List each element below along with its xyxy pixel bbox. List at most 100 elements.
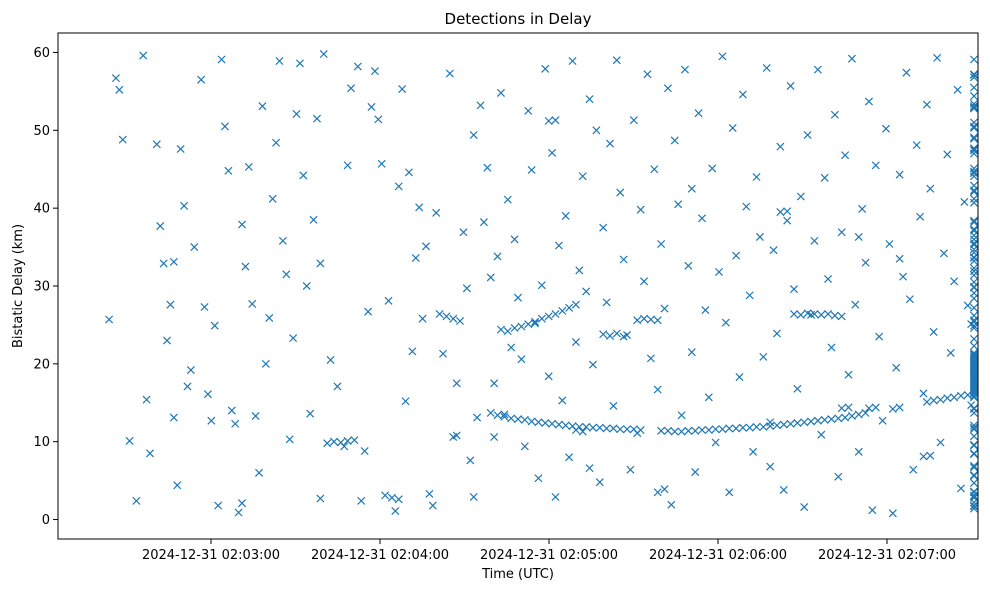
point-noise-243 bbox=[969, 92, 979, 101]
point-noise-164 bbox=[738, 90, 747, 99]
point-noise-22 bbox=[210, 321, 219, 330]
point-noise-119 bbox=[585, 95, 594, 104]
point-track-9 bbox=[548, 419, 557, 428]
point-noise-118 bbox=[582, 287, 591, 296]
point-noise-315 bbox=[186, 366, 195, 375]
y-axis: 0 10 20 30 40 50 60 bbox=[33, 46, 58, 528]
point-noise-77 bbox=[425, 489, 434, 498]
point-noise-74 bbox=[415, 203, 424, 212]
point-noise-25 bbox=[220, 122, 229, 131]
point-noise-127 bbox=[612, 56, 621, 65]
point-noise-285 bbox=[969, 70, 979, 79]
point-noise-260 bbox=[969, 73, 979, 82]
point-noise-89 bbox=[479, 218, 488, 227]
y-tick-label-4: 40 bbox=[33, 202, 50, 217]
point-track-47 bbox=[820, 415, 829, 424]
point-noise-70 bbox=[398, 85, 407, 94]
point-noise-67 bbox=[384, 296, 393, 305]
point-noise-196 bbox=[847, 54, 856, 63]
point-noise-179 bbox=[789, 285, 799, 294]
point-noise-334 bbox=[969, 488, 979, 497]
point-track-52 bbox=[854, 410, 863, 419]
point-noise-7 bbox=[142, 395, 151, 404]
point-noise-317 bbox=[207, 416, 216, 425]
point-noise-271 bbox=[969, 83, 979, 92]
point-clutter-20 bbox=[571, 300, 580, 309]
point-noise-142 bbox=[663, 84, 672, 93]
point-noise-178 bbox=[786, 81, 795, 90]
point-clutter-19 bbox=[565, 303, 574, 312]
point-noise-234 bbox=[969, 334, 979, 343]
point-noise-35 bbox=[255, 468, 264, 477]
point-noise-140 bbox=[657, 239, 666, 248]
point-track-24 bbox=[663, 426, 672, 435]
point-track-1 bbox=[493, 411, 502, 420]
x-tick-label-1: 2024-12-31 02:04:00 bbox=[311, 548, 449, 563]
point-noise-298 bbox=[969, 404, 979, 413]
point-noise-42 bbox=[278, 236, 287, 245]
point-noise-117 bbox=[578, 172, 587, 181]
point-noise-103 bbox=[531, 319, 540, 328]
point-noise-64 bbox=[370, 67, 379, 76]
point-noise-137 bbox=[646, 354, 655, 363]
point-noise-58 bbox=[343, 161, 352, 170]
point-clutter-21 bbox=[599, 330, 608, 339]
point-noise-5 bbox=[132, 496, 141, 505]
point-noise-295 bbox=[969, 123, 979, 132]
point-noise-214 bbox=[909, 465, 918, 474]
point-noise-241 bbox=[969, 134, 979, 143]
point-clutter-5 bbox=[435, 310, 444, 319]
point-track-48 bbox=[827, 415, 836, 424]
point-track-4 bbox=[513, 415, 523, 424]
point-noise-229 bbox=[960, 197, 969, 206]
point-track-14 bbox=[582, 422, 591, 431]
y-tick-label-6: 60 bbox=[33, 46, 50, 61]
point-noise-212 bbox=[902, 68, 911, 77]
point-noise-111 bbox=[558, 396, 567, 405]
y-tick-label-5: 50 bbox=[33, 124, 50, 139]
point-clutter-56 bbox=[660, 485, 669, 494]
point-noise-136 bbox=[643, 70, 652, 79]
point-clutter-52 bbox=[926, 451, 935, 460]
point-noise-139 bbox=[653, 385, 662, 394]
point-noise-183 bbox=[803, 130, 812, 140]
point-noise-291 bbox=[969, 350, 979, 359]
point-noise-159 bbox=[721, 318, 730, 327]
point-clutter-37 bbox=[776, 208, 785, 217]
point-noise-85 bbox=[466, 456, 475, 465]
point-noise-215 bbox=[912, 141, 921, 150]
point-track-25 bbox=[670, 427, 679, 436]
point-clutter-6 bbox=[442, 312, 451, 321]
point-noise-162 bbox=[732, 251, 741, 260]
point-noise-144 bbox=[670, 136, 679, 145]
point-noise-34 bbox=[251, 411, 260, 421]
point-noise-258 bbox=[969, 504, 979, 513]
point-noise-269 bbox=[969, 425, 979, 434]
point-noise-12 bbox=[163, 336, 172, 345]
point-noise-303 bbox=[969, 149, 979, 158]
point-noise-219 bbox=[926, 184, 935, 193]
point-noise-331 bbox=[969, 387, 979, 396]
point-noise-63 bbox=[367, 102, 376, 111]
point-track-60 bbox=[950, 393, 959, 402]
point-noise-51 bbox=[309, 215, 318, 224]
point-noise-11 bbox=[159, 259, 168, 268]
point-noise-2 bbox=[115, 85, 124, 94]
y-axis-label: Bistatic Delay (km) bbox=[11, 224, 26, 348]
point-noise-228 bbox=[956, 484, 965, 493]
point-noise-98 bbox=[513, 293, 523, 302]
point-noise-36 bbox=[258, 102, 267, 111]
point-track-39 bbox=[766, 422, 775, 431]
point-clutter-30 bbox=[796, 310, 805, 319]
point-noise-268 bbox=[969, 169, 979, 178]
point-noise-155 bbox=[708, 164, 717, 173]
point-noise-213 bbox=[905, 295, 914, 304]
axes-frame bbox=[57, 32, 979, 540]
point-noise-154 bbox=[704, 393, 713, 402]
point-track-36 bbox=[745, 423, 754, 432]
point-noise-186 bbox=[813, 65, 822, 74]
point-track-27 bbox=[684, 426, 693, 435]
x-tick-label-2: 2024-12-31 02:05:00 bbox=[480, 548, 618, 563]
point-noise-328 bbox=[895, 254, 904, 263]
point-noise-335 bbox=[969, 194, 979, 203]
